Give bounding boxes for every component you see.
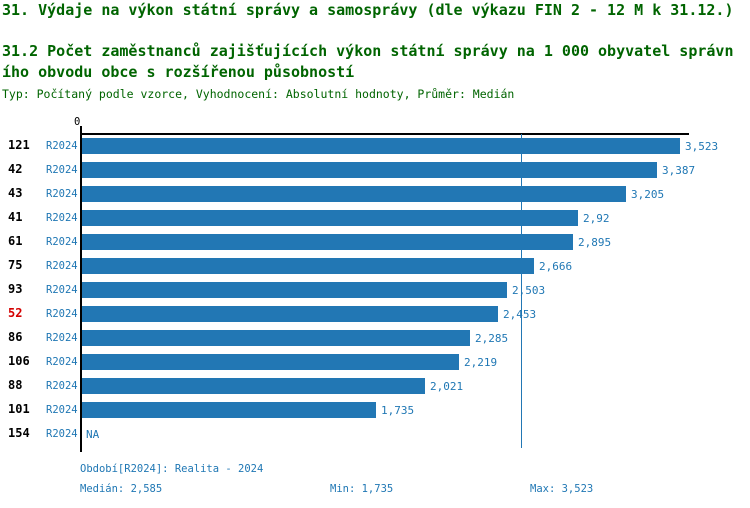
row-period-label: R2024: [46, 260, 78, 272]
row-period-label: R2024: [46, 188, 78, 200]
footer-min-stat: Min: 1,735: [330, 483, 394, 495]
value-bar: [82, 354, 459, 370]
row-period-label: R2024: [46, 284, 78, 296]
y-axis-line: [80, 126, 82, 452]
row-rank-label: 42: [8, 162, 23, 176]
value-bar: [82, 258, 534, 274]
bar-value-label: 2,219: [464, 356, 498, 369]
bar-value-label: 1,735: [381, 404, 415, 417]
bar-value-label: 3,523: [685, 140, 719, 153]
indicator-title-line2: ího obvodu obce s rozšířenou působností: [2, 63, 355, 81]
report-section-title: 31. Výdaje na výkon státní správy a samo…: [2, 1, 734, 19]
bar-value-label: 3,387: [662, 164, 696, 177]
value-bar: [82, 402, 376, 418]
row-rank-label: 52: [8, 306, 23, 320]
row-rank-label: 121: [8, 138, 30, 152]
median-reference-line: [520, 134, 523, 448]
bar-value-label: 3,205: [631, 188, 665, 201]
value-bar: [82, 138, 680, 154]
footer-median-stat: Medián: 2,585: [80, 483, 163, 495]
row-rank-label: 43: [8, 186, 23, 200]
row-rank-label: 86: [8, 330, 23, 344]
row-period-label: R2024: [46, 404, 78, 416]
indicator-title-line1: 31.2 Počet zaměstnanců zajišťujících výk…: [2, 42, 734, 60]
value-bar: [82, 330, 470, 346]
row-period-label: R2024: [46, 164, 78, 176]
row-rank-label: 41: [8, 210, 23, 224]
row-period-label: R2024: [46, 308, 78, 320]
value-bar: [82, 306, 498, 322]
row-period-label: R2024: [46, 380, 78, 392]
row-rank-label: 93: [8, 282, 23, 296]
bar-value-label: 2,666: [539, 260, 573, 273]
value-bar: [82, 282, 507, 298]
indicator-meta: Typ: Počítaný podle vzorce, Vyhodnocení:…: [2, 87, 515, 101]
bar-value-label: NA: [86, 428, 100, 441]
value-bar: [82, 162, 657, 178]
value-bar: [82, 234, 573, 250]
bar-value-label: 2,895: [578, 236, 612, 249]
row-rank-label: 61: [8, 234, 23, 248]
bar-value-label: 2,92: [583, 212, 610, 225]
row-rank-label: 88: [8, 378, 23, 392]
row-period-label: R2024: [46, 428, 78, 440]
footer-max-stat: Max: 3,523: [530, 483, 594, 495]
row-rank-label: 154: [8, 426, 30, 440]
row-rank-label: 101: [8, 402, 30, 416]
value-bar: [82, 210, 578, 226]
bar-value-label: 2,503: [512, 284, 546, 297]
row-rank-label: 75: [8, 258, 23, 272]
footer-period-label: Období[R2024]: Realita - 2024: [80, 463, 264, 475]
x-axis-zero-tick-label: 0: [74, 116, 81, 128]
bar-value-label: 2,285: [475, 332, 509, 345]
bar-value-label: 2,021: [430, 380, 464, 393]
value-bar: [82, 186, 626, 202]
row-period-label: R2024: [46, 140, 78, 152]
row-period-label: R2024: [46, 212, 78, 224]
row-period-label: R2024: [46, 356, 78, 368]
row-period-label: R2024: [46, 236, 78, 248]
value-bar: [82, 378, 425, 394]
row-period-label: R2024: [46, 332, 78, 344]
x-axis-line: [80, 133, 689, 135]
bar-value-label: 2,453: [503, 308, 537, 321]
row-rank-label: 106: [8, 354, 30, 368]
